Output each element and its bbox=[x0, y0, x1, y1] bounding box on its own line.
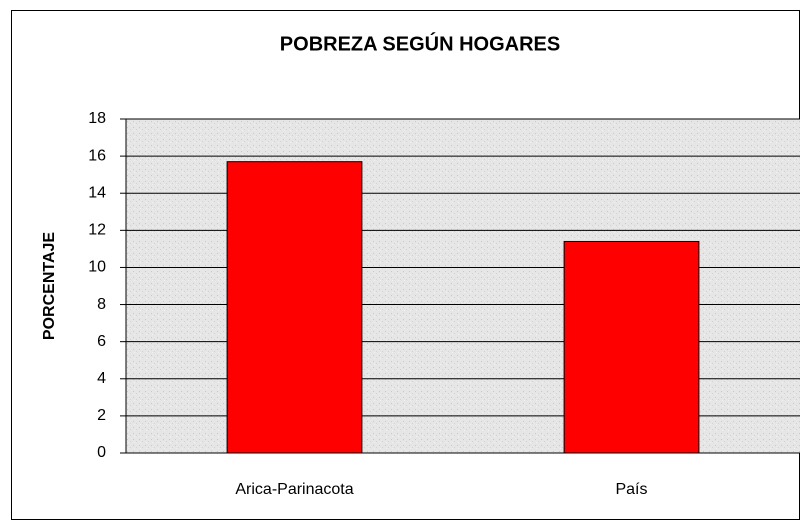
y-tick-label: 18 bbox=[88, 110, 106, 127]
y-tick-label: 14 bbox=[88, 184, 106, 201]
x-tick-label: Arica-Parinacota bbox=[235, 481, 353, 498]
y-tick-label: 12 bbox=[88, 222, 106, 239]
y-tick-label: 2 bbox=[97, 407, 106, 424]
y-tick-label: 6 bbox=[97, 333, 106, 350]
plot: 0 2 4 6 8 10 12 14 16 18 Arica-Parinacota País bbox=[88, 110, 800, 498]
chart-title: POBREZA SEGÚN HOGARES bbox=[280, 31, 560, 55]
y-tick-label: 8 bbox=[97, 296, 106, 313]
x-tick-label: País bbox=[615, 481, 647, 498]
y-tick-label: 4 bbox=[97, 370, 106, 387]
bar bbox=[563, 240, 700, 454]
y-tick-label: 10 bbox=[88, 259, 106, 276]
bar bbox=[226, 161, 363, 454]
y-tick-label: 16 bbox=[88, 147, 106, 164]
y-axis-title: PORCENTAJE bbox=[41, 232, 58, 340]
y-tick-label: 0 bbox=[97, 444, 106, 461]
